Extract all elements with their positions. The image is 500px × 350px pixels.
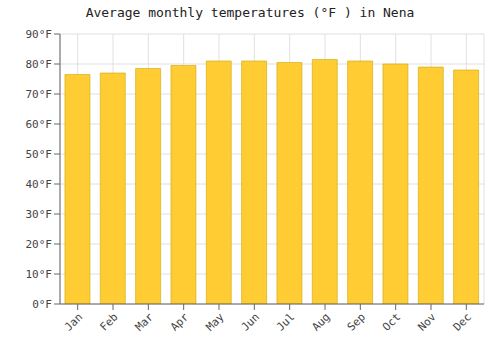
svg-text:30°F: 30°F bbox=[26, 208, 53, 221]
svg-text:80°F: 80°F bbox=[26, 58, 53, 71]
svg-text:50°F: 50°F bbox=[26, 148, 53, 161]
svg-text:20°F: 20°F bbox=[26, 238, 53, 251]
html-text:Average monthly temperatures (: Average monthly temperatures (°F ) in Ne… bbox=[85, 5, 415, 20]
svg-text:Dec: Dec bbox=[451, 310, 474, 333]
svg-text:40°F: 40°F bbox=[26, 178, 53, 191]
svg-text:70°F: 70°F bbox=[26, 88, 53, 101]
svg-text:Aug: Aug bbox=[309, 310, 332, 333]
svg-text:Sep: Sep bbox=[345, 310, 368, 333]
svg-text:May: May bbox=[203, 310, 227, 334]
svg-text:Mar: Mar bbox=[133, 310, 157, 334]
svg-text:Nov: Nov bbox=[415, 310, 439, 334]
svg-text:90°F: 90°F bbox=[26, 28, 53, 41]
svg-text:60°F: 60°F bbox=[26, 118, 53, 131]
svg-text:Feb: Feb bbox=[97, 310, 120, 333]
svg-text:0°F: 0°F bbox=[32, 298, 52, 311]
svg-text:Jan: Jan bbox=[62, 310, 85, 333]
svg-text:Apr: Apr bbox=[168, 310, 192, 334]
svg-text:Jul: Jul bbox=[274, 310, 297, 333]
svg-text:10°F: 10°F bbox=[26, 268, 53, 281]
svg-text:Oct: Oct bbox=[380, 310, 403, 333]
svg-text:Jun: Jun bbox=[239, 310, 262, 333]
